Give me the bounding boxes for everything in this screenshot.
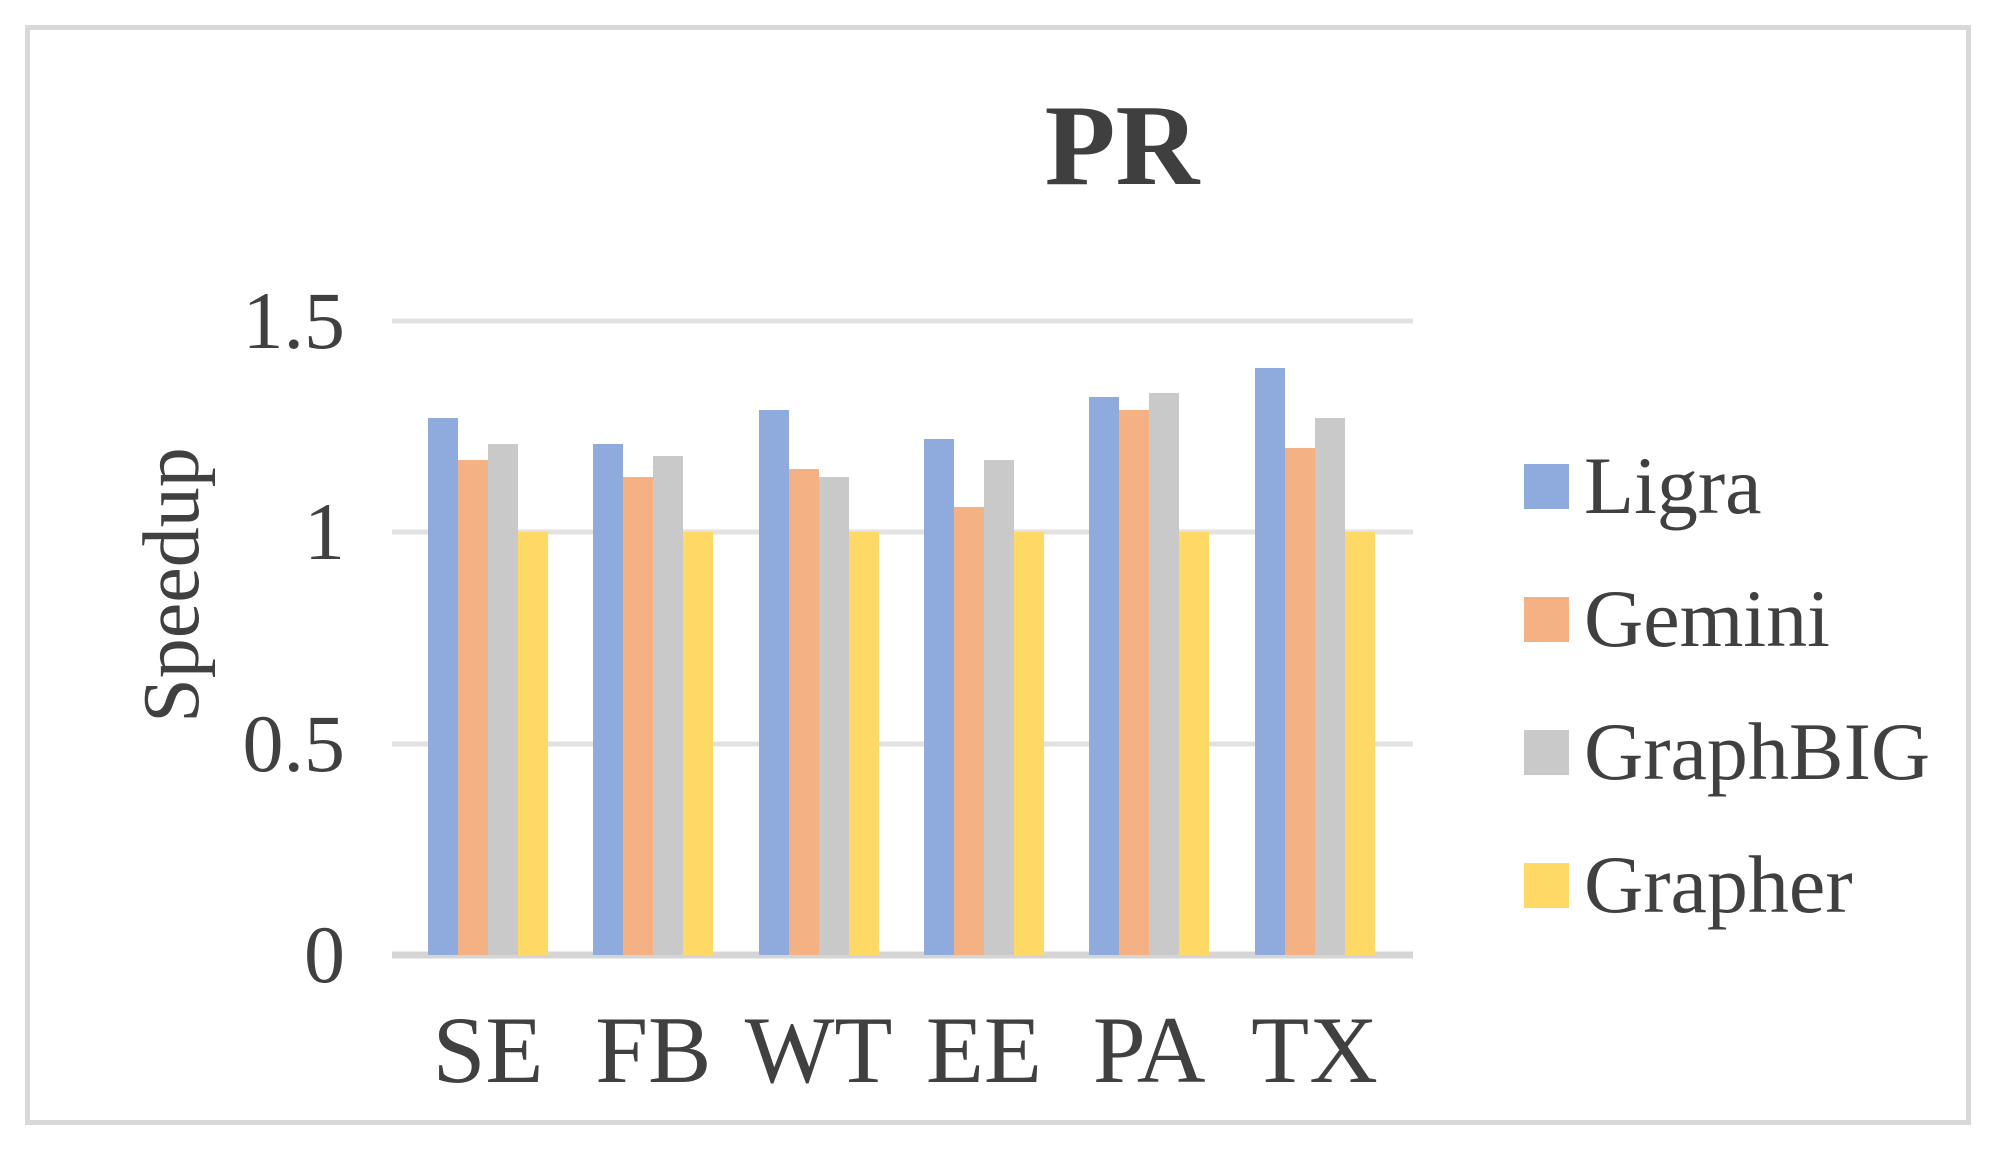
bar-grapher-pa	[1179, 532, 1210, 955]
legend-label-gemini: Gemini	[1584, 573, 1830, 664]
gridline-1.5	[392, 318, 1413, 324]
x-tick-label-wt: WT	[744, 997, 893, 1103]
bar-graphbig-tx	[1314, 418, 1345, 955]
gridline-0.5	[392, 741, 1413, 747]
chart-title: PR	[1044, 82, 1200, 210]
legend-label-grapher: Grapher	[1584, 839, 1853, 930]
bar-graphbig-ee	[983, 460, 1014, 955]
legend-item-graphbig: GraphBIG	[1524, 706, 1931, 797]
bar-grapher-se	[518, 532, 548, 955]
y-axis-title: Speedup	[128, 447, 216, 723]
bar-ligra-fb	[593, 443, 624, 955]
bar-group-FB	[593, 321, 714, 955]
y-tick-label-1: 1	[304, 486, 345, 578]
bar-gemini-se	[458, 460, 488, 955]
bar-grapher-wt	[848, 532, 879, 955]
bar-group-EE	[923, 321, 1044, 955]
bar-gemini-fb	[623, 477, 654, 955]
x-axis-line	[392, 951, 1413, 959]
legend-swatch-graphbig	[1524, 729, 1569, 775]
bar-graphbig-fb	[653, 456, 684, 955]
x-tick-label-fb: FB	[595, 997, 712, 1103]
bar-ligra-wt	[758, 409, 789, 955]
bar-gemini-tx	[1284, 447, 1315, 955]
bar-group-TX	[1254, 321, 1375, 955]
bar-gemini-ee	[953, 506, 984, 955]
x-tick-label-se: SE	[432, 997, 544, 1103]
x-tick-label-ee: EE	[925, 997, 1042, 1103]
gridline-1	[392, 529, 1413, 535]
x-tick-label-tx: TX	[1251, 997, 1378, 1103]
bar-ligra-se	[428, 418, 458, 955]
bar-ligra-tx	[1254, 367, 1285, 955]
legend-swatch-ligra	[1524, 463, 1569, 509]
bar-graphbig-se	[488, 443, 518, 955]
x-tick-label-pa: PA	[1092, 997, 1206, 1103]
legend-label-graphbig: GraphBIG	[1584, 706, 1931, 797]
y-tick-label-0.5: 0.5	[242, 697, 346, 789]
bar-grapher-fb	[683, 532, 714, 955]
bar-ligra-pa	[1089, 397, 1120, 955]
plot-area	[392, 318, 1413, 959]
legend-swatch-gemini	[1524, 596, 1569, 642]
bar-gemini-wt	[788, 468, 819, 955]
bar-graphbig-wt	[818, 477, 849, 955]
bar-grapher-tx	[1344, 532, 1375, 955]
legend-item-ligra: Ligra	[1524, 440, 1762, 531]
y-tick-label-1.5: 1.5	[242, 275, 346, 366]
legend-item-gemini: Gemini	[1524, 573, 1830, 664]
bar-grapher-ee	[1013, 532, 1044, 955]
bar-ligra-ee	[923, 439, 954, 955]
bar-graphbig-pa	[1149, 392, 1180, 955]
y-tick-label-0: 0	[304, 909, 345, 1000]
bar-gemini-pa	[1119, 409, 1150, 955]
legend-swatch-grapher	[1524, 862, 1569, 908]
bar-group-WT	[758, 321, 879, 955]
legend-item-grapher: Grapher	[1524, 839, 1853, 930]
legend-label-ligra: Ligra	[1584, 440, 1762, 531]
bar-group-PA	[1089, 321, 1210, 955]
bar-group-SE	[428, 321, 548, 955]
